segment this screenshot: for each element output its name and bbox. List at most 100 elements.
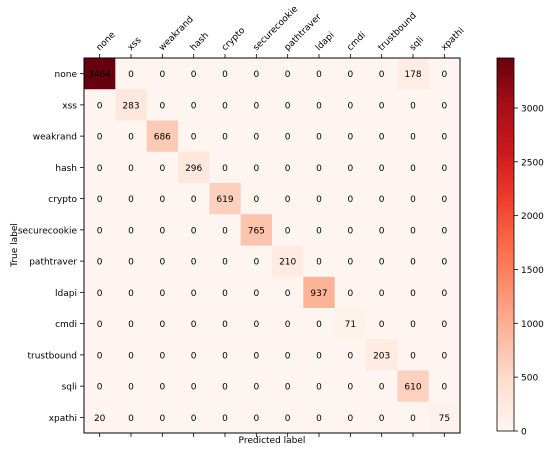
cell-value-label: 0 (347, 383, 353, 393)
cell-value-label: 0 (316, 226, 322, 236)
heatmap-cell (240, 58, 273, 90)
heatmap-cell (428, 183, 461, 215)
heatmap-cell (178, 245, 210, 278)
heatmap-cell-labels: 3464 0 0 0 0 0 0 0 0 0 178 0 0 283 0 0 0 0 0 0 0 0 0 0 0 0 686 0 0 0 0… (88, 70, 450, 424)
cell-value-label: 0 (347, 101, 353, 111)
heatmap-cell (209, 245, 241, 278)
heatmap-cell (146, 120, 179, 153)
x-tick-label: xpathi (439, 26, 466, 53)
x-axis-label: Predicted label (239, 436, 306, 446)
cell-value-label: 0 (441, 351, 447, 361)
cell-value-label: 0 (285, 70, 291, 80)
heatmap-cell (115, 339, 147, 371)
heatmap-cell (334, 151, 367, 184)
heatmap-cell (428, 245, 461, 278)
heatmap-cell (84, 89, 116, 121)
heatmap-cell (146, 339, 179, 371)
cell-value-label: 0 (410, 101, 416, 111)
y-axis-label: True label (10, 223, 20, 268)
cell-value-label: 0 (316, 101, 322, 111)
cell-value-label: 0 (285, 101, 291, 111)
cell-value-label: 0 (285, 133, 291, 143)
cell-value-label: 0 (347, 133, 353, 143)
cell-value-label: 0 (316, 414, 322, 424)
cell-value-label: 0 (285, 164, 291, 174)
heatmap-cell (115, 276, 147, 309)
heatmap-cell (397, 339, 429, 371)
heatmap-cell (397, 308, 429, 340)
cell-value-label: 0 (347, 414, 353, 424)
heatmap-cell (334, 308, 367, 340)
cell-value-label: 0 (222, 101, 228, 111)
heatmap-cell (428, 120, 461, 153)
heatmap-cell (178, 58, 210, 90)
heatmap-cell (428, 89, 461, 121)
cell-value-label: 0 (441, 195, 447, 205)
heatmap-cell (178, 308, 210, 340)
cell-value-label: 0 (191, 289, 197, 299)
heatmap-cell (303, 58, 335, 90)
cell-value-label: 0 (159, 414, 165, 424)
cell-value-label: 0 (191, 133, 197, 143)
cell-value-label: 0 (441, 383, 447, 393)
cell-value-label: 0 (379, 70, 385, 80)
heatmap-cell (366, 120, 398, 153)
heatmap-cell (397, 370, 429, 403)
heatmap-cell (334, 214, 367, 246)
cell-value-label: 0 (159, 320, 165, 330)
cell-value-label: 0 (191, 414, 197, 424)
heatmap-cell (240, 339, 273, 371)
y-tick-label: weakrand (33, 133, 77, 143)
heatmap-cell (303, 214, 335, 246)
cell-value-label: 296 (185, 164, 202, 174)
heatmap-cell (115, 183, 147, 215)
heatmap-cell (178, 120, 210, 153)
heatmap-cell (428, 370, 461, 403)
heatmap-cell (397, 401, 429, 434)
heatmap-cell (115, 58, 147, 90)
heatmap-cell (84, 245, 116, 278)
heatmap-cell (84, 401, 116, 434)
heatmap-cell (334, 58, 367, 90)
cell-value-label: 0 (410, 195, 416, 205)
y-tick-label: xpathi (49, 414, 77, 424)
cell-value-label: 0 (441, 133, 447, 143)
colorbar-tick-label: 1000 (521, 320, 544, 330)
heatmap-cell (146, 183, 179, 215)
cell-value-label: 0 (128, 70, 134, 80)
heatmap-cell (178, 151, 210, 184)
cell-value-label: 0 (379, 164, 385, 174)
y-tick-label: ldapi (55, 289, 77, 299)
heatmap-cell (209, 214, 241, 246)
cell-value-label: 0 (222, 414, 228, 424)
heatmap-cell (272, 245, 304, 278)
heatmap-cell (209, 151, 241, 184)
cell-value-label: 0 (159, 226, 165, 236)
cell-value-label: 686 (154, 133, 171, 143)
heatmap-cell (334, 401, 367, 434)
heatmap-cell (178, 214, 210, 246)
heatmap-cell (428, 308, 461, 340)
heatmap-cell (303, 120, 335, 153)
heatmap-cell (240, 245, 273, 278)
cell-value-label: 0 (97, 226, 103, 236)
cell-value-label: 0 (379, 226, 385, 236)
heatmap-cell (115, 151, 147, 184)
cell-value-label: 0 (253, 320, 259, 330)
cell-value-label: 0 (191, 351, 197, 361)
cell-value-label: 0 (191, 258, 197, 268)
colorbar (496, 57, 515, 432)
cell-value-label: 210 (279, 258, 296, 268)
cell-value-label: 0 (97, 351, 103, 361)
cell-value-label: 0 (379, 383, 385, 393)
heatmap-cell (240, 214, 273, 246)
heatmap-cell (209, 276, 241, 309)
y-axis-ticks: none xss weakrand hash crypto securecookie pat… (18, 70, 84, 424)
heatmap-cell (115, 120, 147, 153)
heatmap-cell (397, 151, 429, 184)
heatmap-cell (240, 276, 273, 309)
heatmap-cell (146, 58, 179, 90)
heatmap-cell (209, 183, 241, 215)
cell-value-label: 0 (410, 414, 416, 424)
heatmap-cell (209, 89, 241, 121)
